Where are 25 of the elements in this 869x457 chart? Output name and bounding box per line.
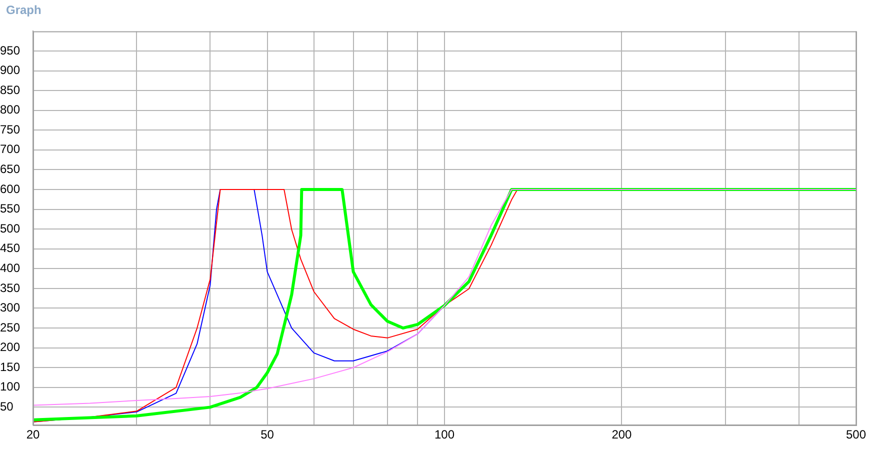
- y-tick-label: 850: [0, 82, 20, 97]
- y-tick-label: 200: [0, 340, 20, 354]
- y-tick-label: 900: [0, 63, 20, 78]
- y-tick-label: 250: [0, 320, 20, 334]
- x-tick-label: 100: [434, 428, 455, 442]
- y-tick-label: 950: [0, 43, 20, 58]
- y-tick-label: 600: [0, 182, 20, 196]
- y-tick-label: 400: [0, 260, 20, 275]
- y-tick-label: 150: [0, 360, 20, 374]
- y-tick-label: 100: [0, 380, 20, 394]
- x-tick-label: 50: [260, 428, 274, 442]
- x-tick-label: 20: [26, 428, 40, 442]
- x-tick-label: 200: [612, 428, 632, 442]
- y-tick-label: 300: [0, 300, 20, 315]
- y-tick-label: 650: [0, 162, 20, 176]
- y-tick-label: 50: [0, 400, 14, 414]
- chart-title: Graph: [6, 3, 42, 17]
- y-tick-label: 350: [0, 280, 20, 295]
- y-tick-label: 500: [0, 221, 20, 236]
- y-tick-label: 800: [0, 102, 20, 117]
- y-tick-label: 750: [0, 122, 20, 136]
- x-tick-label: 500: [846, 428, 866, 442]
- y-tick-label: 550: [0, 202, 20, 216]
- y-tick-label: 450: [0, 241, 20, 256]
- y-tick-label: 700: [0, 142, 20, 156]
